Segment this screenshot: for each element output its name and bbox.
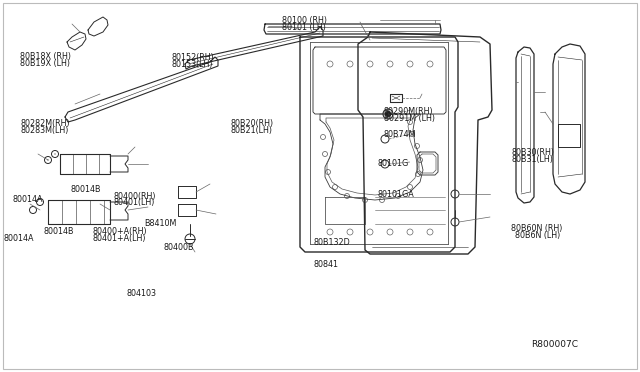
Text: 80B132D: 80B132D [314, 238, 350, 247]
Text: 80B18X (RH): 80B18X (RH) [20, 52, 72, 61]
Text: B8410M: B8410M [144, 219, 177, 228]
Text: 80400+A(RH): 80400+A(RH) [93, 227, 147, 236]
Text: 80B21(LH): 80B21(LH) [230, 126, 273, 135]
Text: 80101 (LH): 80101 (LH) [282, 23, 326, 32]
Text: 80282M(RH): 80282M(RH) [20, 119, 70, 128]
Text: 80401+A(LH): 80401+A(LH) [93, 234, 147, 243]
Text: 80400B: 80400B [163, 243, 194, 252]
Text: 80B60N (RH): 80B60N (RH) [511, 224, 562, 233]
Text: 80101G: 80101G [378, 159, 409, 168]
Text: 80B31(LH): 80B31(LH) [512, 155, 554, 164]
Text: 80283M(LH): 80283M(LH) [20, 126, 69, 135]
Text: 80290M(RH): 80290M(RH) [384, 107, 434, 116]
Text: 80400(RH): 80400(RH) [114, 192, 156, 201]
Text: R800007C: R800007C [531, 340, 578, 349]
Text: 80B6N (LH): 80B6N (LH) [515, 231, 561, 240]
Text: 80152(RH): 80152(RH) [172, 53, 214, 62]
Text: 80014B: 80014B [70, 185, 101, 194]
Text: 80153(LH): 80153(LH) [172, 60, 213, 69]
Text: 80014A: 80014A [3, 234, 34, 243]
Text: 80B19X (LH): 80B19X (LH) [20, 59, 70, 68]
Circle shape [385, 111, 391, 117]
Text: 80841: 80841 [314, 260, 339, 269]
Text: 80B74M: 80B74M [384, 130, 417, 139]
Text: 80401(LH): 80401(LH) [114, 198, 156, 207]
Text: 80014B: 80014B [44, 227, 74, 236]
Text: 80B20(RH): 80B20(RH) [230, 119, 273, 128]
Text: 80291M (LH): 80291M (LH) [384, 114, 435, 123]
Text: 80101GA: 80101GA [378, 190, 414, 199]
Text: 80014A: 80014A [13, 195, 44, 203]
Text: 804103: 804103 [127, 289, 157, 298]
Text: 80B30(RH): 80B30(RH) [512, 148, 555, 157]
Text: 80100 (RH): 80100 (RH) [282, 16, 326, 25]
